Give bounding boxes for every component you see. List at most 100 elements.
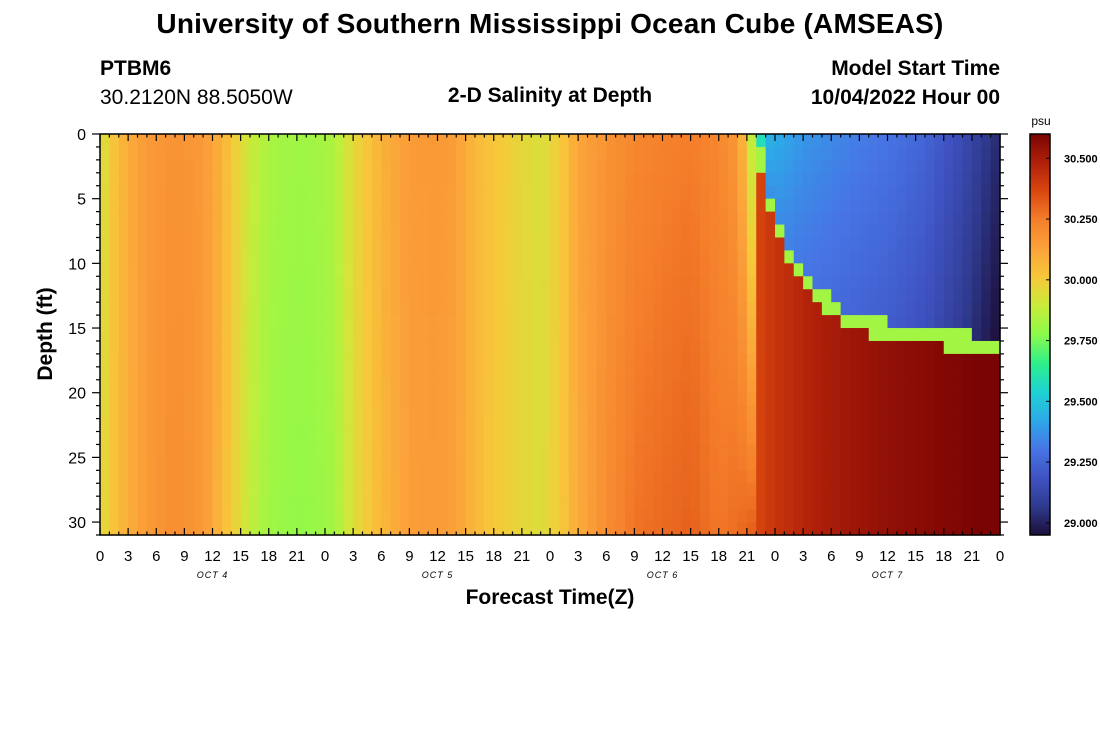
heatmap-cell xyxy=(437,418,448,433)
heatmap-cell xyxy=(109,392,120,407)
heatmap-cell xyxy=(512,457,523,471)
heatmap-cell xyxy=(821,315,832,329)
heatmap-cell xyxy=(343,366,354,381)
heatmap-cell xyxy=(296,418,307,433)
heatmap-cell xyxy=(840,392,851,407)
heatmap-cell xyxy=(578,470,589,484)
heatmap-cell xyxy=(962,315,973,329)
x-tick-label: 0 xyxy=(546,548,554,565)
heatmap-cell xyxy=(503,405,514,420)
heatmap-cell xyxy=(315,431,326,446)
heatmap-cell xyxy=(371,522,382,536)
heatmap-cell xyxy=(334,522,345,536)
x-tick-label: 9 xyxy=(630,548,638,565)
heatmap-cell xyxy=(353,379,364,394)
heatmap-cell xyxy=(953,289,964,303)
heatmap-cell xyxy=(793,146,804,161)
heatmap-cell xyxy=(756,146,767,161)
heatmap-cell xyxy=(587,237,598,252)
x-tick-label: 18 xyxy=(260,548,277,565)
heatmap-cell xyxy=(662,315,673,329)
heatmap-cell xyxy=(934,366,945,381)
heatmap-cell xyxy=(512,134,523,148)
heatmap-cell xyxy=(578,483,589,497)
heatmap-cell xyxy=(371,405,382,420)
heatmap-cell xyxy=(184,392,195,407)
heatmap-cell xyxy=(550,315,560,329)
heatmap-cell xyxy=(615,315,626,329)
heatmap-cell xyxy=(240,159,251,174)
heatmap-cell xyxy=(343,250,354,264)
x-tick-label: 6 xyxy=(377,548,385,565)
heatmap-cell xyxy=(943,159,954,174)
heatmap-cell xyxy=(887,418,898,433)
heatmap-cell xyxy=(287,159,298,174)
heatmap-cell xyxy=(343,263,354,277)
heatmap-cell xyxy=(653,134,664,148)
heatmap-cell xyxy=(100,134,110,148)
heatmap-cell xyxy=(868,159,879,174)
heatmap-cell xyxy=(128,211,139,226)
heatmap-cell xyxy=(156,366,167,381)
heatmap-cell xyxy=(287,340,298,355)
heatmap-cell xyxy=(812,185,823,200)
heatmap-cell xyxy=(700,405,710,420)
heatmap-cell xyxy=(353,276,364,290)
heatmap-cell xyxy=(990,392,1001,407)
heatmap-cell xyxy=(850,522,860,536)
heatmap-cell xyxy=(746,146,757,161)
heatmap-cell xyxy=(953,134,964,148)
heatmap-cell xyxy=(362,366,373,381)
heatmap-cell xyxy=(559,379,570,394)
heatmap-cell xyxy=(109,328,120,342)
heatmap-cell xyxy=(859,379,870,394)
heatmap-cell xyxy=(296,134,307,148)
heatmap-cell xyxy=(409,509,420,523)
heatmap-cell xyxy=(343,302,354,316)
heatmap-cell xyxy=(278,340,289,355)
heatmap-cell xyxy=(521,159,532,174)
heatmap-cell xyxy=(831,172,842,187)
heatmap-cell xyxy=(756,392,767,407)
heatmap-cell xyxy=(137,431,148,446)
heatmap-cell xyxy=(184,418,195,433)
heatmap-cell xyxy=(671,392,682,407)
heatmap-cell xyxy=(128,353,139,368)
heatmap-cell xyxy=(306,250,317,264)
heatmap-cell xyxy=(681,405,692,420)
heatmap-cell xyxy=(709,418,720,433)
x-tick-label: 0 xyxy=(321,548,329,565)
heatmap-cell xyxy=(193,509,204,523)
heatmap-cell xyxy=(746,198,757,213)
heatmap-cell xyxy=(362,470,373,484)
heatmap-cell xyxy=(315,276,326,290)
heatmap-cell xyxy=(596,172,607,187)
heatmap-cell xyxy=(428,340,439,355)
heatmap-cell xyxy=(615,509,626,523)
heatmap-cell xyxy=(821,522,832,536)
heatmap-cell xyxy=(175,509,185,523)
heatmap-cell xyxy=(596,431,607,446)
heatmap-cell xyxy=(268,340,279,355)
heatmap-cell xyxy=(718,185,729,200)
heatmap-cell xyxy=(137,289,148,303)
heatmap-cell xyxy=(118,172,129,187)
heatmap-cell xyxy=(531,211,542,226)
heatmap-cell xyxy=(981,185,992,200)
heatmap-cell xyxy=(446,185,457,200)
heatmap-cell xyxy=(203,172,214,187)
heatmap-cell xyxy=(934,470,945,484)
heatmap-cell xyxy=(859,353,870,368)
heatmap-cell xyxy=(596,237,607,252)
heatmap-cell xyxy=(887,392,898,407)
heatmap-cell xyxy=(803,211,814,226)
heatmap-cell xyxy=(240,444,251,458)
heatmap-cell xyxy=(231,172,242,187)
heatmap-cell xyxy=(756,315,767,329)
heatmap-cell xyxy=(268,315,279,329)
heatmap-cell xyxy=(559,224,570,239)
heatmap-cell xyxy=(859,457,870,471)
heatmap-cell xyxy=(606,237,617,252)
heatmap-cell xyxy=(775,496,785,510)
heatmap-cell xyxy=(971,379,982,394)
